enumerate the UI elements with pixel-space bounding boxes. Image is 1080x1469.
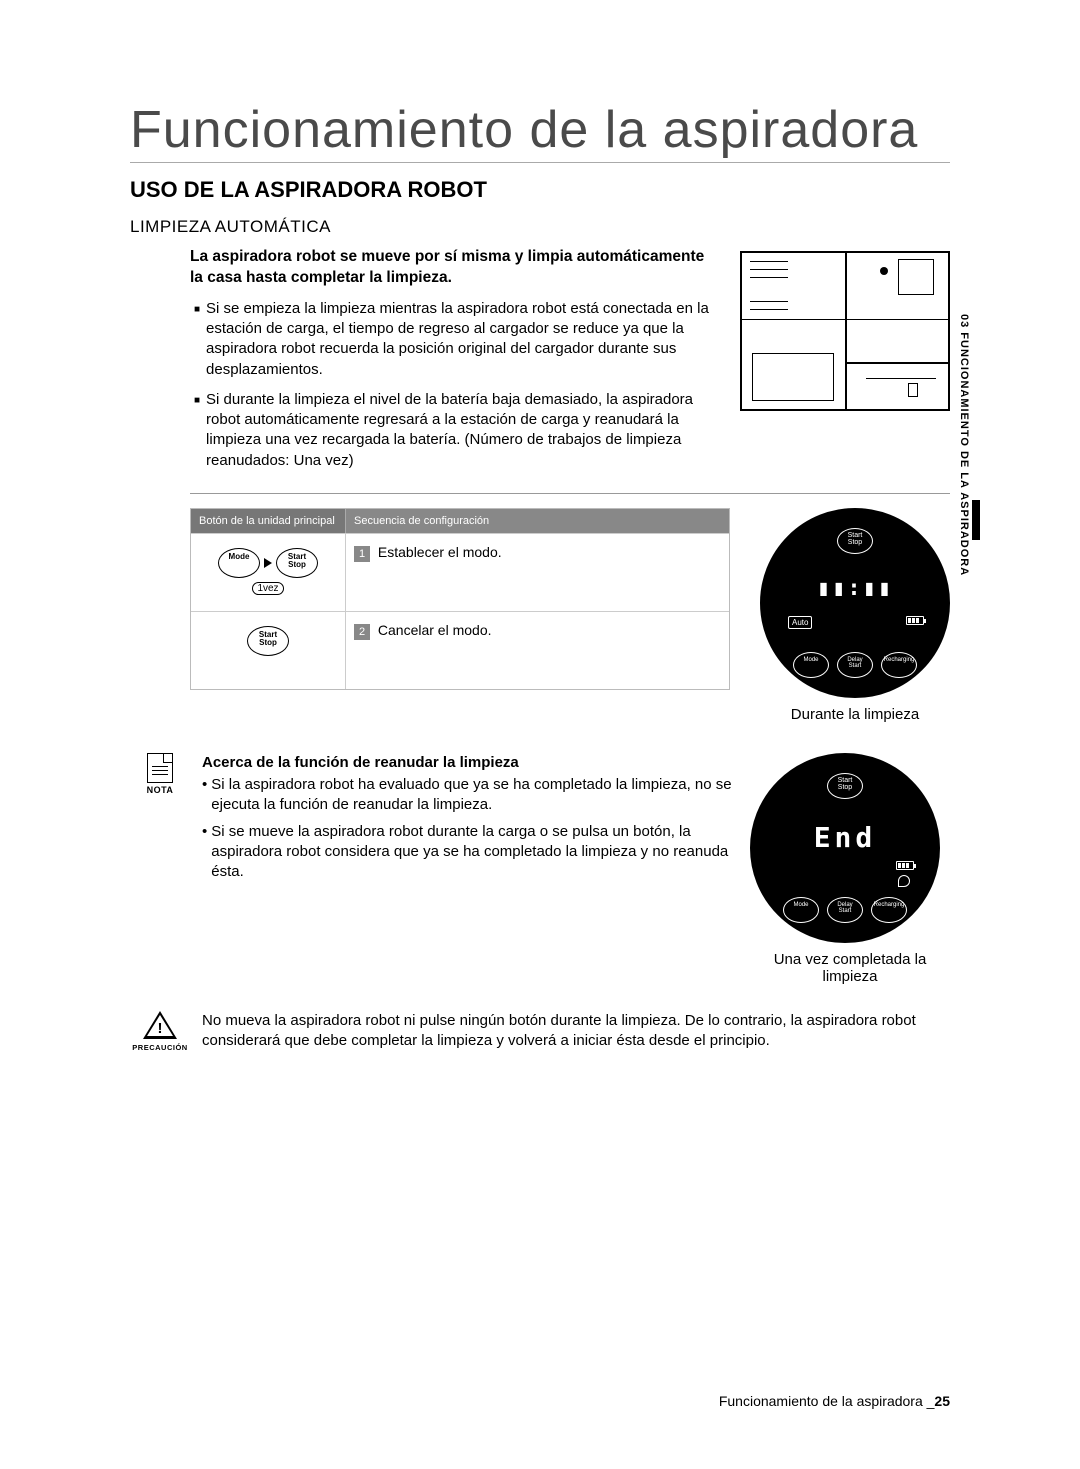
config-cell-buttons: Mode Start Stop 1vez bbox=[191, 534, 346, 611]
start-stop-button-icon: Start Stop bbox=[247, 626, 289, 656]
note-bullet: • Si la aspiradora robot ha evaluado que… bbox=[202, 775, 738, 816]
once-label: 1vez bbox=[252, 582, 283, 595]
display-mode-icon: Mode bbox=[783, 897, 819, 923]
display-delay-icon: Delay Start bbox=[827, 897, 863, 923]
section-heading: USO DE LA ASPIRADORA ROBOT bbox=[130, 171, 950, 209]
footer-page-number: 25 bbox=[934, 1393, 950, 1409]
config-cell-text: 1 Establecer el modo. bbox=[346, 534, 729, 611]
note-bullet-text: Si se mueve la aspiradora robot durante … bbox=[211, 822, 738, 883]
config-table: Botón de la unidad principal Secuencia d… bbox=[190, 508, 730, 690]
start-stop-button-icon: Start Stop bbox=[276, 548, 318, 578]
auto-badge-icon: Auto bbox=[788, 616, 812, 629]
page-title: Funcionamiento de la aspiradora bbox=[130, 100, 950, 163]
subsection-heading: LIMPIEZA AUTOMÁTICA bbox=[130, 213, 950, 247]
divider bbox=[190, 493, 950, 494]
config-header-left: Botón de la unidad principal bbox=[191, 509, 346, 533]
note-label: NOTA bbox=[130, 785, 190, 795]
robot-display-end: Start Stop End Mode Delay Start Rechargi… bbox=[750, 753, 940, 943]
display-recharging-icon: Recharging bbox=[881, 652, 917, 678]
display-recharging-icon: Recharging bbox=[871, 897, 907, 923]
config-cell-buttons: Start Stop bbox=[191, 612, 346, 689]
display-caption-end: Una vez completada la limpieza bbox=[750, 951, 950, 985]
bullet-dot-icon: • bbox=[202, 775, 207, 816]
page-footer: Funcionamiento de la aspiradora _25 bbox=[719, 1393, 950, 1409]
battery-icon bbox=[896, 861, 914, 870]
mode-button-icon: Mode bbox=[218, 548, 260, 578]
note-icon bbox=[147, 753, 173, 783]
display-caption-cleaning: Durante la limpieza bbox=[760, 706, 950, 723]
step-text: Establecer el modo. bbox=[378, 544, 502, 560]
note-bullet: • Si se mueve la aspiradora robot durant… bbox=[202, 822, 738, 883]
note-title: Acerca de la función de reanudar la limp… bbox=[202, 753, 738, 773]
config-header-right: Secuencia de configuración bbox=[346, 509, 729, 533]
display-mode-icon: Mode bbox=[793, 652, 829, 678]
note-bullet-text: Si la aspiradora robot ha evaluado que y… bbox=[211, 775, 738, 816]
display-screen-end: End bbox=[752, 821, 938, 854]
step-text: Cancelar el modo. bbox=[378, 622, 492, 638]
bullet-dot-icon: • bbox=[202, 822, 207, 883]
intro-bullet: ■ Si durante la limpieza el nivel de la … bbox=[190, 390, 720, 471]
intro-bullet-text: Si se empieza la limpieza mientras la as… bbox=[206, 299, 720, 380]
display-screen: ▮▮:▮▮ bbox=[762, 576, 948, 601]
intro-bold-text: La aspiradora robot se mueve por sí mism… bbox=[190, 247, 720, 289]
intro-bullet-text: Si durante la limpieza el nivel de la ba… bbox=[206, 390, 720, 471]
caution-text: No mueva la aspiradora robot ni pulse ni… bbox=[202, 1011, 950, 1052]
caution-label: PRECAUCIÓN bbox=[130, 1043, 190, 1052]
display-start-stop-icon: Start Stop bbox=[837, 528, 873, 554]
intro-bullet: ■ Si se empieza la limpieza mientras la … bbox=[190, 299, 720, 380]
recharge-icon bbox=[898, 875, 910, 887]
side-tab-marker bbox=[972, 500, 980, 540]
battery-icon bbox=[906, 616, 924, 625]
step-number: 2 bbox=[354, 624, 370, 640]
footer-text: Funcionamiento de la aspiradora _ bbox=[719, 1393, 935, 1409]
robot-display-cleaning: Start Stop ▮▮:▮▮ Auto Mode Delay Start R… bbox=[760, 508, 950, 698]
config-cell-text: 2 Cancelar el modo. bbox=[346, 612, 729, 689]
arrow-right-icon bbox=[264, 558, 272, 568]
step-number: 1 bbox=[354, 546, 370, 562]
display-start-stop-icon: Start Stop bbox=[827, 773, 863, 799]
caution-icon: ! bbox=[143, 1011, 177, 1041]
bullet-marker-icon: ■ bbox=[194, 303, 200, 380]
bullet-marker-icon: ■ bbox=[194, 394, 200, 471]
side-tab: 03 FUNCIONAMIENTO DE LA ASPIRADORA bbox=[956, 308, 972, 582]
display-delay-icon: Delay Start bbox=[837, 652, 873, 678]
floorplan-diagram bbox=[740, 251, 950, 411]
